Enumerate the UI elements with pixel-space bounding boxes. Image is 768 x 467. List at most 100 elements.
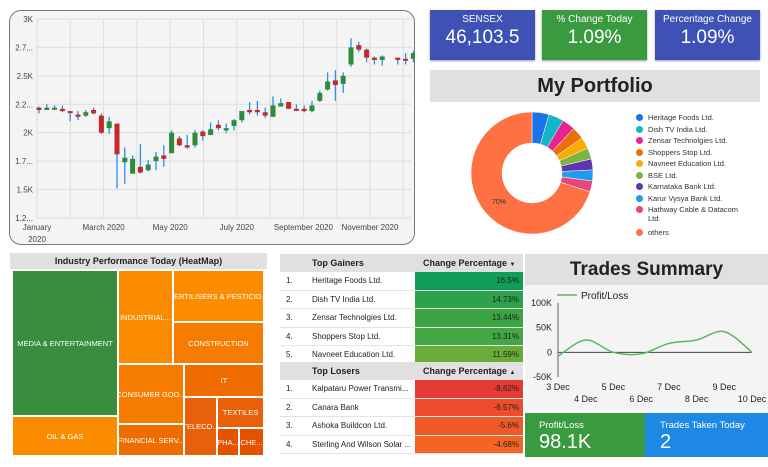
heatmap-cell[interactable]: INDUSTRIAL...	[118, 270, 173, 364]
candle-down	[75, 114, 81, 117]
gainers-title: Top Gainers	[312, 258, 364, 268]
legend-item[interactable]: Hathway Cable & Datacom Ltd.	[636, 205, 746, 223]
change-percentage: 16.5%	[415, 272, 523, 290]
legend-dot-icon	[636, 114, 643, 121]
candle-up	[106, 121, 112, 129]
x-tick-label: 3 Dec	[546, 382, 570, 392]
x-tick-label: September 2020	[274, 223, 334, 232]
stock-name: Shoppers Stop Ltd.	[312, 331, 381, 341]
table-row[interactable]: 1. Heritage Foods Ltd. 16.5%	[280, 272, 523, 291]
row-number: 5.	[286, 350, 293, 360]
candle-down	[91, 109, 97, 114]
row-number: 3.	[286, 421, 293, 431]
legend-item[interactable]: Karnataka Bank Ltd.	[636, 182, 746, 191]
portfolio-title: My Portfolio	[430, 70, 760, 102]
legend-item[interactable]: Karur Vysya Bank Ltd.	[636, 194, 746, 203]
candle-down	[59, 108, 65, 112]
candle-down	[36, 107, 42, 110]
legend-item[interactable]: others	[636, 228, 746, 237]
trades-chart-panel: 100K 50K 0 -50K 3 Dec 4 Dec 5 Dec 6 Dec 7 Dec 8 D…	[525, 285, 768, 413]
heatmap-title: Industry Performance Today (HeatMap)	[10, 253, 267, 269]
legend-dot-icon	[636, 228, 643, 236]
table-row[interactable]: 3. Ashoka Buildcon Ltd. -5.6%	[280, 417, 523, 436]
candle-up	[130, 158, 136, 174]
column-label: Change Percentage	[423, 258, 508, 268]
legend-item[interactable]: BSE Ltd.	[636, 171, 746, 180]
row-number: 2.	[286, 402, 293, 412]
y-tick-label: 2.5K	[17, 72, 34, 81]
candle-up	[379, 56, 385, 60]
row-number: 4.	[286, 439, 293, 449]
y-tick-label: 3K	[23, 15, 33, 24]
candle-up	[192, 132, 198, 146]
profit-loss-card: Profit/Loss 98.1K	[525, 413, 645, 457]
candle-up	[270, 105, 276, 117]
heatmap-cell[interactable]: TELECO...	[184, 397, 217, 456]
trades-summary-title: Trades Summary	[525, 254, 768, 285]
heatmap-cell[interactable]: OIL & GAS	[12, 416, 118, 456]
candle-up	[223, 128, 229, 131]
gainers-sort-column[interactable]: Change Percentage ▼	[423, 258, 516, 268]
change-percentage: 11.59%	[415, 346, 523, 364]
table-row[interactable]: 4. Shoppers Stop Ltd. 13.31%	[280, 327, 523, 346]
row-number: 2.	[286, 294, 293, 304]
y-tick-label: 100K	[531, 298, 552, 308]
candle-down	[247, 109, 253, 113]
legend-label: Heritage Foods Ltd.	[648, 113, 714, 122]
losers-sort-column[interactable]: Change Percentage ▲	[423, 366, 516, 376]
change-percentage: 13.31%	[415, 327, 523, 345]
table-row[interactable]: 4. Sterling And Wilson Solar ... -4.68%	[280, 435, 523, 454]
heatmap-cell[interactable]: CHE...	[239, 428, 264, 456]
legend-item[interactable]: Zensar Technolgies Ltd.	[636, 136, 746, 145]
legend-item[interactable]: Heritage Foods Ltd.	[636, 113, 746, 122]
heatmap-cell[interactable]: FERTILISERS & PESTICID...	[173, 270, 264, 322]
table-row[interactable]: 2. Dish TV India Ltd. 14.73%	[280, 290, 523, 309]
x-tick-label: 9 Dec	[713, 382, 737, 392]
legend-dot-icon	[636, 125, 643, 133]
x-tick-label: 5 Dec	[602, 382, 626, 392]
y-tick-label: 1.5K	[17, 186, 34, 195]
stock-name: Ashoka Buildcon Ltd.	[312, 421, 388, 431]
x-tick-label: 10 Dec	[738, 394, 767, 404]
heatmap-cell[interactable]: CONSUMER GOO...	[118, 364, 184, 424]
change-percentage: 14.73%	[415, 290, 523, 308]
candle-up	[44, 107, 50, 110]
row-number: 4.	[286, 331, 293, 341]
candle-down	[114, 123, 120, 155]
heatmap-cell[interactable]: IT	[184, 364, 264, 397]
legend-item[interactable]: Dish TV India Ltd.	[636, 125, 746, 134]
stock-name: Dish TV India Ltd.	[312, 294, 376, 304]
change-percentage: -4.68%	[415, 435, 523, 453]
kpi-percentage-change: Percentage Change 1.09%	[655, 10, 760, 60]
stock-name: Zensar Technolgies Ltd.	[312, 313, 397, 323]
trades-taken-card: Trades Taken Today 2	[645, 413, 768, 457]
candle-up	[208, 129, 214, 135]
heatmap-cell[interactable]: FINANCIAL SERV...	[118, 424, 184, 456]
table-row[interactable]: 2. Canara Bank -6.57%	[280, 398, 523, 417]
pl-label: Profit/Loss	[539, 420, 584, 431]
legend-label: others	[648, 227, 669, 237]
kpi-label: Percentage Change	[663, 14, 752, 25]
heatmap-cell[interactable]: TEXTILES	[217, 397, 264, 428]
heatmap-cell[interactable]: PHA...	[217, 428, 239, 456]
table-row[interactable]: 1. Kalpataru Power Transmi... -8.62%	[280, 380, 523, 399]
candle-up	[122, 157, 128, 163]
legend-dot-icon	[636, 171, 643, 179]
candle-up	[83, 112, 89, 116]
legend-label: Hathway Cable & Datacom Ltd.	[648, 205, 739, 223]
x-tick-label: 8 Dec	[685, 394, 709, 404]
column-label: Change Percentage	[423, 366, 508, 376]
candle-up	[239, 111, 245, 121]
heatmap-cell[interactable]: MEDIA & ENTERTAINMENT	[12, 270, 118, 416]
candle-up	[231, 120, 237, 126]
heatmap-cell[interactable]: CONSTRUCTION	[173, 322, 264, 364]
candle-down	[286, 102, 292, 109]
table-row[interactable]: 3. Zensar Technolgies Ltd. 13.44%	[280, 309, 523, 328]
candle-down	[137, 166, 143, 173]
legend-item[interactable]: Navneet Education Ltd.	[636, 159, 746, 168]
row-number: 1.	[286, 384, 293, 394]
legend-label: Navneet Education Ltd.	[648, 159, 726, 168]
gainers-header: Top Gainers Change Percentage ▼	[280, 254, 523, 272]
candle-up	[317, 92, 323, 101]
legend-item[interactable]: Shoppers Stop Ltd.	[636, 148, 746, 157]
